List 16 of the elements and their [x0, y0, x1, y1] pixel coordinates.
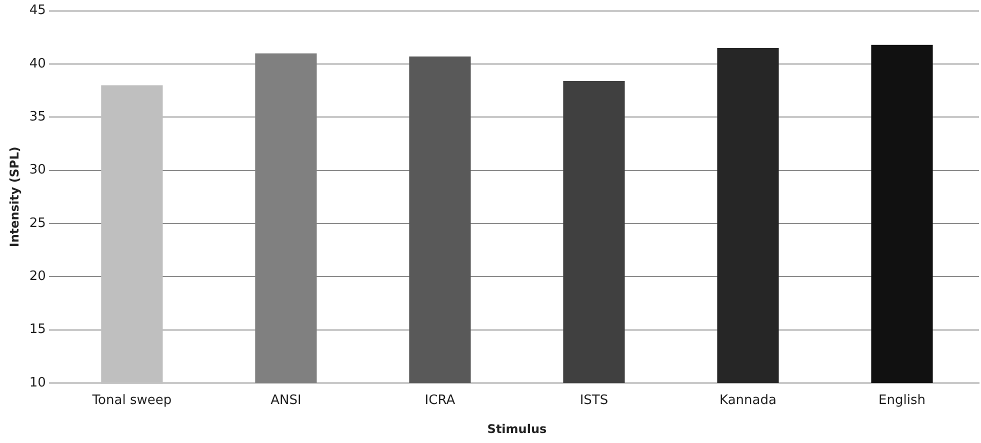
y-tick-label: 20	[29, 269, 46, 284]
y-axis-title: Intensity (SPL)	[7, 146, 22, 248]
x-tick-label: ICRA	[424, 393, 456, 408]
x-tick-label: ANSI	[270, 393, 302, 408]
y-tick-label: 30	[29, 162, 46, 178]
y-tick-label: 10	[29, 375, 46, 390]
x-tick-label: Tonal sweep	[91, 393, 172, 408]
y-tick-label: 35	[29, 110, 46, 125]
x-tick-label: English	[878, 393, 926, 408]
y-tick-label: 45	[29, 3, 46, 18]
x-tick-label: ISTS	[580, 393, 608, 408]
y-tick-label: 25	[29, 216, 46, 231]
x-axis-title: Stimulus	[487, 422, 547, 436]
y-tick-label: 15	[29, 322, 46, 338]
x-tick-label: Kannada	[720, 393, 776, 408]
y-tick-label: 40	[29, 56, 46, 72]
